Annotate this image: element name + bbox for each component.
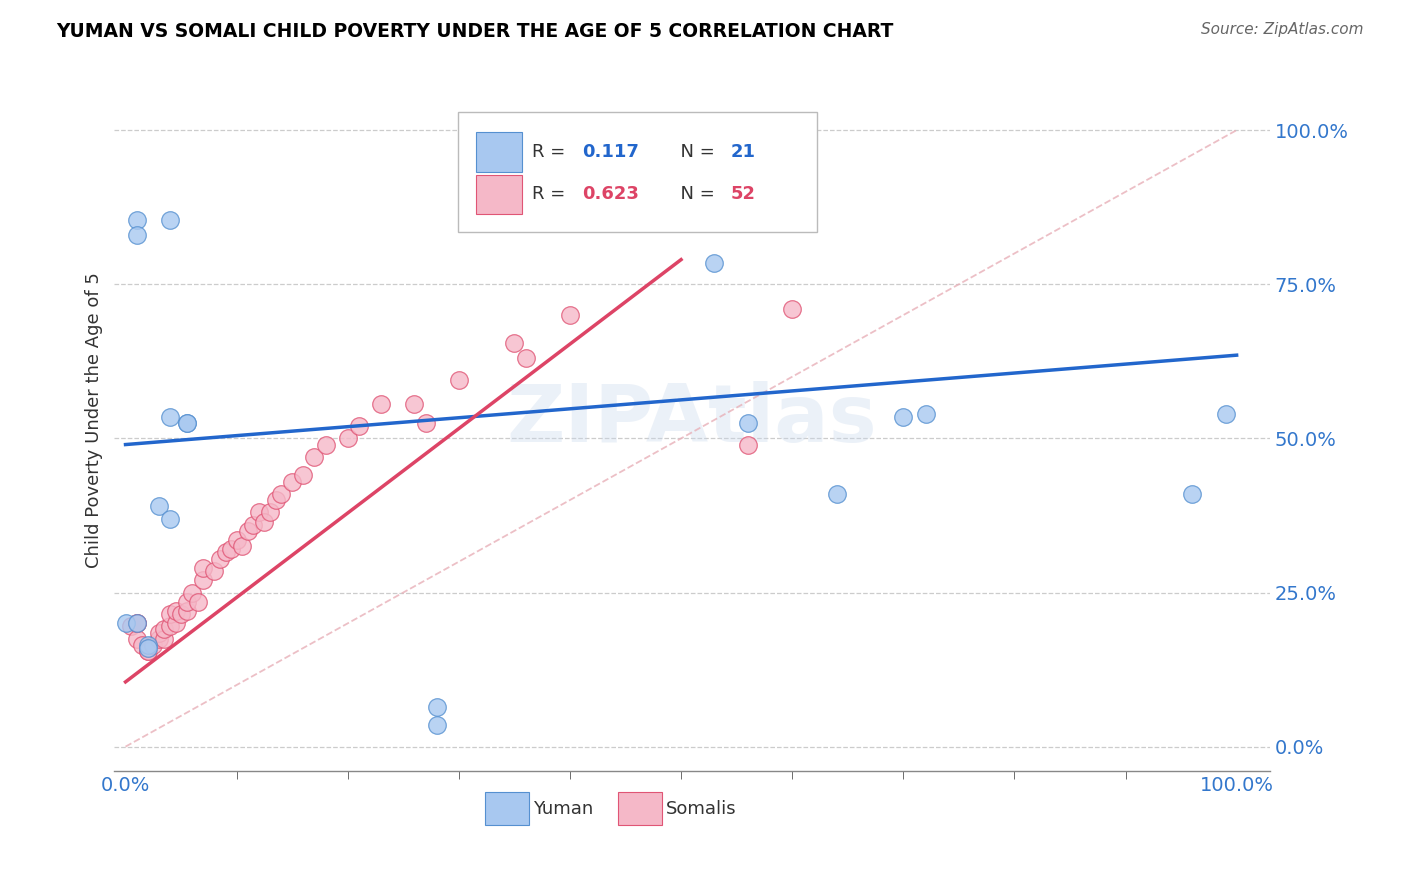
- Y-axis label: Child Poverty Under the Age of 5: Child Poverty Under the Age of 5: [86, 272, 103, 568]
- Point: [148, 499, 170, 513]
- Point: [136, 640, 159, 655]
- Point: [225, 533, 247, 548]
- Point: [125, 616, 148, 631]
- FancyBboxPatch shape: [477, 175, 522, 214]
- Point: [176, 595, 198, 609]
- Point: [231, 539, 253, 553]
- Point: [242, 517, 264, 532]
- Point: [315, 437, 337, 451]
- Point: [404, 397, 426, 411]
- Point: [214, 545, 236, 559]
- Point: [703, 256, 725, 270]
- Text: N =: N =: [669, 186, 720, 203]
- Point: [125, 632, 148, 646]
- Point: [159, 607, 181, 621]
- Point: [825, 487, 848, 501]
- Text: Source: ZipAtlas.com: Source: ZipAtlas.com: [1201, 22, 1364, 37]
- Point: [125, 616, 148, 631]
- Point: [125, 616, 148, 631]
- Point: [187, 595, 209, 609]
- Point: [415, 416, 437, 430]
- Text: ZIPAtlas: ZIPAtlas: [506, 381, 877, 458]
- Point: [1181, 487, 1204, 501]
- Text: R =: R =: [531, 143, 571, 161]
- Point: [1215, 407, 1237, 421]
- Point: [176, 416, 198, 430]
- Point: [447, 373, 470, 387]
- Point: [193, 573, 215, 587]
- Point: [153, 632, 176, 646]
- Point: [114, 616, 136, 631]
- Text: R =: R =: [531, 186, 571, 203]
- Point: [193, 561, 215, 575]
- Point: [136, 638, 159, 652]
- Point: [136, 644, 159, 658]
- Point: [780, 301, 803, 316]
- Point: [281, 475, 304, 489]
- Point: [370, 397, 392, 411]
- Point: [426, 718, 449, 732]
- FancyBboxPatch shape: [457, 112, 817, 232]
- Point: [181, 585, 204, 599]
- Point: [170, 607, 193, 621]
- Point: [136, 644, 159, 658]
- Point: [148, 632, 170, 646]
- Point: [737, 416, 759, 430]
- Point: [120, 619, 142, 633]
- Point: [165, 604, 187, 618]
- Point: [247, 505, 270, 519]
- Point: [159, 619, 181, 633]
- FancyBboxPatch shape: [477, 133, 522, 172]
- Point: [165, 616, 187, 631]
- Text: Yuman: Yuman: [533, 799, 593, 818]
- Text: 0.623: 0.623: [582, 186, 640, 203]
- Point: [125, 212, 148, 227]
- Point: [148, 625, 170, 640]
- Text: YUMAN VS SOMALI CHILD POVERTY UNDER THE AGE OF 5 CORRELATION CHART: YUMAN VS SOMALI CHILD POVERTY UNDER THE …: [56, 22, 894, 41]
- Point: [159, 409, 181, 424]
- Point: [125, 227, 148, 242]
- Text: Somalis: Somalis: [665, 799, 737, 818]
- Point: [336, 431, 359, 445]
- Point: [347, 419, 370, 434]
- Point: [503, 335, 526, 350]
- Point: [558, 308, 581, 322]
- Point: [131, 638, 153, 652]
- Point: [202, 564, 225, 578]
- Text: 21: 21: [730, 143, 755, 161]
- Point: [253, 515, 276, 529]
- Text: 0.117: 0.117: [582, 143, 640, 161]
- Point: [264, 493, 287, 508]
- Point: [426, 699, 449, 714]
- Point: [176, 416, 198, 430]
- Point: [142, 638, 165, 652]
- Point: [153, 623, 176, 637]
- Point: [219, 542, 242, 557]
- Text: N =: N =: [669, 143, 720, 161]
- Point: [292, 468, 315, 483]
- Point: [270, 487, 292, 501]
- Point: [737, 437, 759, 451]
- Point: [176, 604, 198, 618]
- Point: [136, 640, 159, 655]
- FancyBboxPatch shape: [619, 792, 662, 825]
- Point: [236, 524, 259, 538]
- FancyBboxPatch shape: [485, 792, 529, 825]
- Point: [208, 551, 231, 566]
- Point: [304, 450, 326, 464]
- Text: 52: 52: [730, 186, 755, 203]
- Point: [259, 505, 281, 519]
- Point: [159, 511, 181, 525]
- Point: [914, 407, 936, 421]
- Point: [159, 212, 181, 227]
- Point: [891, 409, 914, 424]
- Point: [515, 351, 537, 366]
